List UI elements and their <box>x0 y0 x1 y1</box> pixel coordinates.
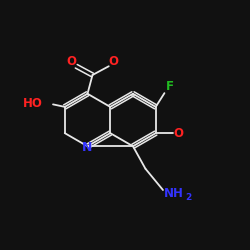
Text: N: N <box>82 141 93 154</box>
Text: HO: HO <box>23 97 43 110</box>
Text: O: O <box>108 55 118 68</box>
Text: F: F <box>166 80 173 93</box>
Text: NH: NH <box>164 187 184 200</box>
Text: 2: 2 <box>185 193 192 202</box>
Text: O: O <box>67 55 77 68</box>
Text: O: O <box>174 126 184 140</box>
